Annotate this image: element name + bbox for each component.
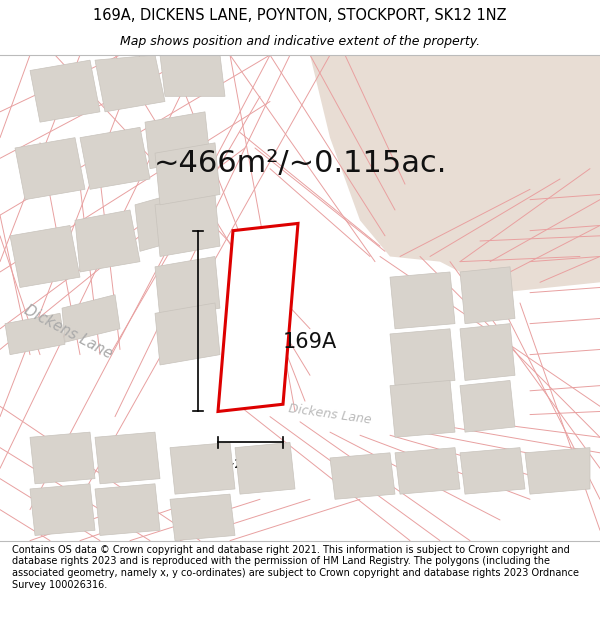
- Text: ~24.4m: ~24.4m: [224, 458, 277, 471]
- Polygon shape: [395, 448, 460, 494]
- Polygon shape: [460, 381, 515, 432]
- Polygon shape: [0, 360, 530, 429]
- Polygon shape: [30, 60, 100, 122]
- Polygon shape: [155, 303, 220, 365]
- Polygon shape: [0, 55, 600, 541]
- Text: Dickens Lane: Dickens Lane: [287, 402, 373, 427]
- Polygon shape: [75, 210, 140, 272]
- Polygon shape: [5, 313, 65, 354]
- Text: Map shows position and indicative extent of the property.: Map shows position and indicative extent…: [120, 35, 480, 48]
- Text: Contains OS data © Crown copyright and database right 2021. This information is : Contains OS data © Crown copyright and d…: [12, 545, 579, 589]
- Polygon shape: [160, 55, 225, 96]
- Polygon shape: [0, 401, 30, 541]
- Polygon shape: [330, 452, 395, 499]
- Polygon shape: [390, 272, 455, 329]
- Polygon shape: [30, 484, 95, 536]
- Polygon shape: [170, 494, 235, 541]
- Polygon shape: [460, 448, 525, 494]
- Polygon shape: [235, 442, 295, 494]
- Polygon shape: [135, 189, 195, 251]
- Polygon shape: [390, 329, 455, 386]
- Polygon shape: [218, 223, 298, 411]
- Polygon shape: [310, 55, 600, 292]
- Polygon shape: [95, 55, 165, 112]
- Polygon shape: [15, 138, 85, 199]
- Polygon shape: [95, 484, 160, 536]
- Polygon shape: [80, 127, 150, 189]
- Polygon shape: [62, 295, 120, 343]
- Polygon shape: [170, 442, 235, 494]
- Text: Dickens Lane: Dickens Lane: [22, 302, 115, 361]
- Polygon shape: [0, 349, 490, 417]
- Polygon shape: [95, 432, 160, 484]
- Polygon shape: [460, 324, 515, 381]
- Polygon shape: [390, 381, 455, 438]
- Text: ~46.0m: ~46.0m: [180, 294, 193, 348]
- Polygon shape: [460, 267, 515, 324]
- Text: 169A, DICKENS LANE, POYNTON, STOCKPORT, SK12 1NZ: 169A, DICKENS LANE, POYNTON, STOCKPORT, …: [93, 8, 507, 23]
- Text: 169A: 169A: [283, 332, 337, 352]
- Text: ~466m²/~0.115ac.: ~466m²/~0.115ac.: [154, 149, 446, 178]
- Polygon shape: [155, 194, 220, 256]
- Polygon shape: [145, 112, 210, 169]
- Polygon shape: [10, 226, 80, 288]
- Polygon shape: [525, 448, 590, 494]
- Polygon shape: [155, 143, 220, 205]
- Polygon shape: [0, 370, 290, 427]
- Polygon shape: [30, 432, 95, 484]
- Polygon shape: [155, 256, 220, 319]
